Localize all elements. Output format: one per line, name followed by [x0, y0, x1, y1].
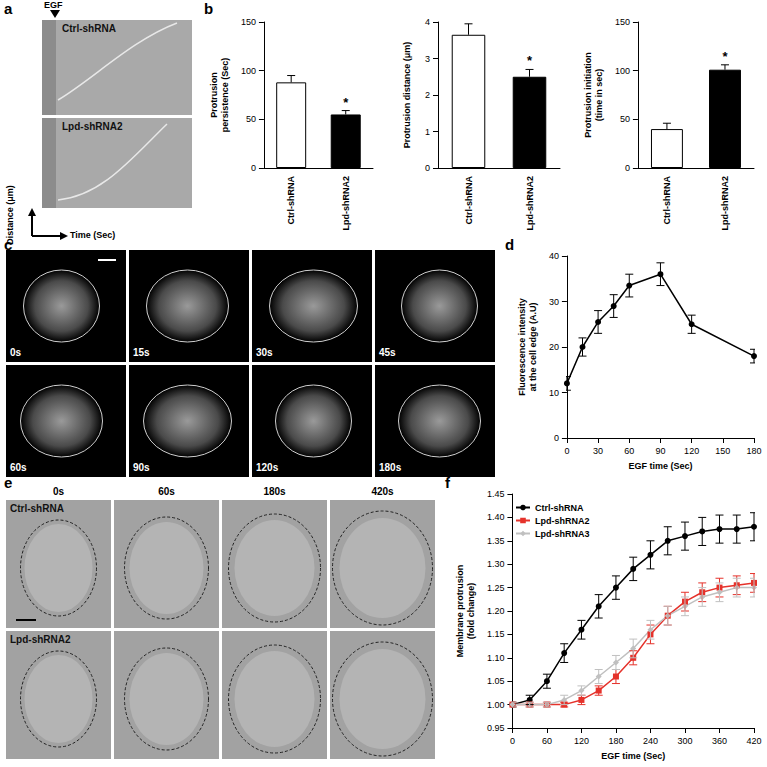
svg-text:1.05: 1.05	[487, 676, 505, 686]
html-text:Time (Sec): Time (Sec)	[70, 230, 116, 240]
svg-text:150: 150	[241, 17, 256, 27]
svg-text:*: *	[722, 49, 728, 64]
svg-text:Ctrl-shRNA: Ctrl-shRNA	[535, 503, 584, 513]
svg-text:100: 100	[241, 66, 256, 76]
svg-text:120: 120	[574, 736, 589, 746]
html-text:180s: 180s	[263, 486, 286, 497]
html-text:d: d	[505, 236, 515, 253]
svg-text:90: 90	[655, 446, 665, 456]
svg-text:150: 150	[615, 17, 630, 27]
svg-text:0: 0	[564, 446, 569, 456]
svg-text:Ctrl-shRNA: Ctrl-shRNA	[464, 176, 474, 225]
html-text:Ctrl-shRNA: Ctrl-shRNA	[10, 503, 64, 514]
svg-text:Lpd-shRNA2: Lpd-shRNA2	[341, 176, 351, 231]
svg-text:0: 0	[510, 736, 515, 746]
html-text:180s: 180s	[379, 462, 402, 473]
svg-text:0: 0	[625, 163, 630, 173]
svg-text:(fold change): (fold change)	[466, 583, 476, 640]
html-text:Lpd-shRNA2: Lpd-shRNA2	[62, 121, 123, 132]
svg-text:120: 120	[684, 446, 699, 456]
svg-text:(time in sec): (time in sec)	[594, 69, 604, 122]
svg-text:0.95: 0.95	[487, 723, 505, 733]
svg-text:Membrane protrusion: Membrane protrusion	[455, 565, 465, 658]
svg-text:40: 40	[549, 251, 559, 261]
svg-text:Ctrl-shRNA: Ctrl-shRNA	[662, 176, 672, 225]
svg-text:*: *	[343, 95, 349, 110]
html-text:120s: 120s	[256, 462, 279, 473]
svg-text:1.10: 1.10	[487, 653, 505, 663]
svg-text:Lpd-shRNA2: Lpd-shRNA2	[535, 516, 590, 526]
svg-text:at the cell edge (A.U): at the cell edge (A.U)	[528, 302, 538, 391]
html-text:0s: 0s	[10, 347, 22, 358]
svg-text:1.25: 1.25	[487, 583, 505, 593]
html-text:Lpd-shRNA2: Lpd-shRNA2	[10, 634, 71, 645]
svg-text:Protrusion initiation: Protrusion initiation	[583, 52, 593, 138]
html-text:15s: 15s	[133, 347, 150, 358]
svg-text:1.40: 1.40	[487, 512, 505, 522]
svg-text:420: 420	[746, 736, 761, 746]
svg-text:180: 180	[746, 446, 761, 456]
html-text:90s: 90s	[133, 462, 150, 473]
svg-text:Protrusion: Protrusion	[209, 72, 219, 118]
svg-text:persistence (Sec): persistence (Sec)	[220, 58, 230, 133]
svg-text:1.00: 1.00	[487, 700, 505, 710]
svg-text:30: 30	[549, 297, 559, 307]
html-text:a: a	[4, 0, 13, 17]
html-text:EGF: EGF	[44, 0, 63, 10]
html-text:0s: 0s	[52, 486, 65, 497]
svg-text:*: *	[527, 53, 533, 68]
html-text:30s: 30s	[256, 347, 273, 358]
html-text:f: f	[445, 474, 450, 491]
html-text:c: c	[4, 236, 13, 253]
svg-text:1.15: 1.15	[487, 629, 505, 639]
svg-text:4: 4	[425, 17, 430, 27]
svg-text:1.35: 1.35	[487, 536, 505, 546]
svg-text:1: 1	[425, 127, 430, 137]
svg-text:0: 0	[425, 163, 430, 173]
svg-text:Protrusion distance (μm): Protrusion distance (μm)	[402, 42, 412, 149]
html-text:Ctrl-shRNA: Ctrl-shRNA	[62, 23, 116, 34]
svg-text:60: 60	[542, 736, 552, 746]
html-text:420s: 420s	[371, 486, 394, 497]
svg-text:1.30: 1.30	[487, 559, 505, 569]
svg-text:300: 300	[677, 736, 692, 746]
svg-text:1.20: 1.20	[487, 606, 505, 616]
svg-text:20: 20	[549, 342, 559, 352]
svg-text:180: 180	[608, 736, 623, 746]
svg-text:Lpd-shRNA3: Lpd-shRNA3	[535, 529, 590, 539]
svg-text:10: 10	[549, 388, 559, 398]
svg-text:360: 360	[712, 736, 727, 746]
svg-text:0: 0	[554, 433, 559, 443]
svg-text:EGF time (Sec): EGF time (Sec)	[628, 461, 692, 471]
svg-text:240: 240	[643, 736, 658, 746]
svg-text:60: 60	[624, 446, 634, 456]
html-text:e: e	[4, 474, 13, 491]
svg-text:100: 100	[615, 66, 630, 76]
svg-text:EGF time (Sec): EGF time (Sec)	[601, 751, 665, 761]
svg-text:Lpd-shRNA2: Lpd-shRNA2	[720, 176, 730, 231]
svg-text:Fluorescence intensity: Fluorescence intensity	[517, 298, 527, 396]
html-text:60s: 60s	[10, 462, 27, 473]
svg-text:2: 2	[425, 90, 430, 100]
svg-text:50: 50	[620, 114, 630, 124]
svg-text:1.45: 1.45	[487, 489, 505, 499]
html-text:60s: 60s	[158, 486, 175, 497]
svg-text:3: 3	[425, 54, 430, 64]
svg-text:30: 30	[593, 446, 603, 456]
svg-text:50: 50	[246, 114, 256, 124]
html-text:b: b	[204, 0, 214, 17]
html-text:Distance (μm): Distance (μm)	[5, 185, 15, 245]
svg-text:Ctrl-shRNA: Ctrl-shRNA	[286, 176, 296, 225]
svg-text:150: 150	[715, 446, 730, 456]
svg-text:0: 0	[251, 163, 256, 173]
html-text:45s: 45s	[379, 347, 396, 358]
svg-text:Lpd-shRNA2: Lpd-shRNA2	[525, 176, 535, 231]
